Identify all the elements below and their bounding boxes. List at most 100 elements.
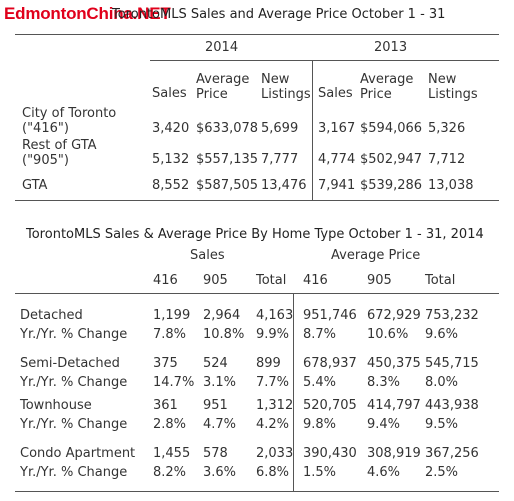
table2-cell: 520,705 [303, 398, 357, 413]
table2-cell: 7.8% [153, 327, 187, 342]
table1-cell: 5,326 [428, 121, 466, 136]
table2-cell: 2,033 [256, 446, 294, 461]
table2-cell: 5.4% [303, 375, 337, 390]
table2-row-label: Semi-Detached [20, 356, 120, 371]
watermark-logo: EdmontonChina.NET [4, 4, 171, 23]
table1-cell: 13,038 [428, 178, 474, 193]
table2-cell: 1,455 [153, 446, 191, 461]
table2-cell: 8.3% [367, 375, 401, 390]
table2-subheader: 416 [153, 273, 178, 288]
table2-header-rule [15, 293, 499, 294]
table1-cell: 5,699 [261, 121, 299, 136]
table1-cell: $502,947 [360, 152, 423, 167]
table2-row-label: Yr./Yr. % Change [20, 327, 128, 342]
table1-cell: $557,135 [196, 152, 259, 167]
table2-cell: 672,929 [367, 308, 421, 323]
table2-cell: 361 [153, 398, 178, 413]
table2-row-label: Condo Apartment [20, 446, 136, 461]
table2-cell: 1,312 [256, 398, 294, 413]
table2-subheader: 416 [303, 273, 328, 288]
table2-cell: 9.5% [425, 417, 459, 432]
table2-cell: 7.7% [256, 375, 290, 390]
table2-cell: 2.5% [425, 465, 459, 480]
table2-cell: 375 [153, 356, 178, 371]
table1-title: TorontoMLS Sales and Average Price Octob… [112, 7, 446, 22]
table2-subheader: Total [425, 273, 456, 288]
table2-cell: 450,375 [367, 356, 421, 371]
table2-cell: 443,938 [425, 398, 479, 413]
table2-group-avgprice: Average Price [331, 248, 421, 263]
table2-cell: 8.2% [153, 465, 187, 480]
table2-cell: 14.7% [153, 375, 195, 390]
table2-title: TorontoMLS Sales & Average Price By Home… [26, 227, 484, 242]
table2-cell: 367,256 [425, 446, 479, 461]
table1-header-newlistings-2013: New Listings [428, 72, 478, 102]
table1-header-sales-2014: Sales [152, 86, 187, 101]
table1-cell: 7,712 [428, 152, 466, 167]
table2-subheader: 905 [367, 273, 392, 288]
table1-cell: 13,476 [261, 178, 307, 193]
table2-cell: 8.0% [425, 375, 459, 390]
table1-cell: 8,552 [152, 178, 190, 193]
table1-cell: 5,132 [152, 152, 190, 167]
table1-divider [312, 60, 313, 200]
table2-cell: 578 [203, 446, 228, 461]
table2-row-label: Yr./Yr. % Change [20, 375, 128, 390]
table1-year-rule [150, 60, 499, 61]
table2-cell: 951,746 [303, 308, 357, 323]
table1-cell: 7,777 [261, 152, 299, 167]
table2-row-label: Townhouse [20, 398, 92, 413]
table2-cell: 1,199 [153, 308, 191, 323]
table2-cell: 4,163 [256, 308, 294, 323]
table2-cell: 6.8% [256, 465, 290, 480]
table1-header-newlistings-2014: New Listings [261, 72, 311, 102]
table1-year-2013: 2013 [374, 40, 408, 55]
table2-cell: 8.7% [303, 327, 337, 342]
table1-year-2014: 2014 [205, 40, 239, 55]
table1-cell: $633,078 [196, 121, 259, 136]
table2-cell: 3.6% [203, 465, 237, 480]
table2-cell: 4.2% [256, 417, 290, 432]
table2-cell: 1.5% [303, 465, 337, 480]
table2-cell: 414,797 [367, 398, 421, 413]
table2-group-sales: Sales [190, 248, 225, 263]
table2-cell: 9.9% [256, 327, 290, 342]
table2-row-label: Detached [20, 308, 83, 323]
table1-top-rule [15, 34, 499, 35]
table2-cell: 524 [203, 356, 228, 371]
table2-cell: 10.6% [367, 327, 409, 342]
table2-cell: 390,430 [303, 446, 357, 461]
table1-bottom-rule [15, 200, 499, 201]
table2-row-label: Yr./Yr. % Change [20, 465, 128, 480]
table1-cell: $587,505 [196, 178, 259, 193]
table2-cell: 951 [203, 398, 228, 413]
table1-cell: $594,066 [360, 121, 423, 136]
table2-bottom-rule [15, 491, 499, 492]
table1-header-avgprice-2014: Average Price [196, 72, 250, 102]
table2-cell: 678,937 [303, 356, 357, 371]
table2-subheader: 905 [203, 273, 228, 288]
table1-cell: 4,774 [318, 152, 356, 167]
table2-cell: 4.6% [367, 465, 401, 480]
table2-cell: 2,964 [203, 308, 241, 323]
table1-cell: 3,420 [152, 121, 190, 136]
table2-cell: 10.8% [203, 327, 245, 342]
table1-header-sales-2013: Sales [318, 86, 353, 101]
table2-divider [293, 293, 294, 492]
table1-row-label: City of Toronto ("416") [22, 106, 117, 136]
table2-cell: 545,715 [425, 356, 479, 371]
table2-cell: 899 [256, 356, 281, 371]
table2-subheader: Total [256, 273, 287, 288]
table2-cell: 9.8% [303, 417, 337, 432]
table1-header-avgprice-2013: Average Price [360, 72, 414, 102]
table2-row-label: Yr./Yr. % Change [20, 417, 128, 432]
table1-cell: $539,286 [360, 178, 423, 193]
table1-cell: 3,167 [318, 121, 356, 136]
table2-cell: 9.6% [425, 327, 459, 342]
table1-cell: 7,941 [318, 178, 356, 193]
table1-row-label: Rest of GTA ("905") [22, 138, 97, 168]
table2-cell: 2.8% [153, 417, 187, 432]
table2-cell: 4.7% [203, 417, 237, 432]
table1-row-label: GTA [22, 178, 48, 193]
table2-cell: 3.1% [203, 375, 237, 390]
